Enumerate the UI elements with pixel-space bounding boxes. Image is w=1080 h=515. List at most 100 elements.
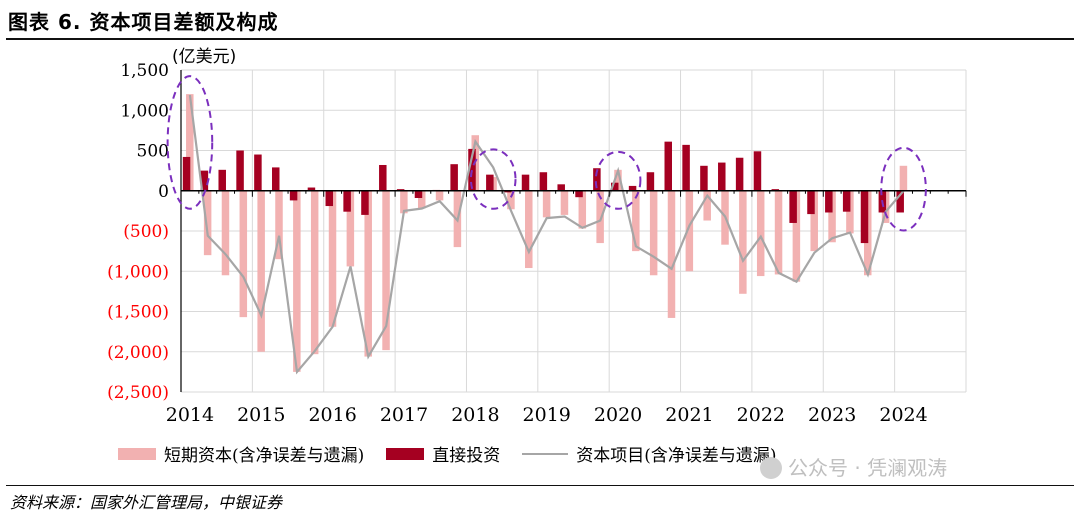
legend-label-fdi: 直接投资 xyxy=(432,446,501,466)
x-tick-label: 2019 xyxy=(523,404,571,426)
bar-direct-investment xyxy=(646,172,655,191)
bar-direct-investment xyxy=(753,151,762,191)
bar-short-term-capital xyxy=(614,169,622,191)
bar-direct-investment xyxy=(468,148,476,191)
legend-item-capital-account: 资本项目(含净误差与遗漏) xyxy=(522,441,777,466)
bar-direct-investment xyxy=(628,185,637,191)
bar-direct-investment xyxy=(396,189,405,191)
bar-direct-investment xyxy=(343,190,351,212)
legend-item-fdi: 直接投资 xyxy=(386,441,500,466)
x-tick-label: 2018 xyxy=(451,404,499,426)
highlight-ellipse xyxy=(880,146,927,232)
x-tick-label: 2015 xyxy=(237,404,285,426)
bar-direct-investment xyxy=(807,190,815,215)
legend-swatch-short-term xyxy=(118,447,156,460)
bar-direct-investment xyxy=(486,174,494,191)
bar-direct-investment xyxy=(735,157,744,191)
legend-swatch-fdi xyxy=(386,447,425,460)
bar-direct-investment xyxy=(254,154,262,191)
bar-short-term-capital xyxy=(596,190,604,244)
x-tick-label: 2020 xyxy=(594,404,642,426)
bar-direct-investment xyxy=(575,190,583,198)
bar-short-term-capital xyxy=(310,190,319,355)
bar-short-term-capital xyxy=(275,190,283,260)
bar-short-term-capital xyxy=(417,190,426,209)
bar-direct-investment xyxy=(379,164,387,191)
wechat-icon xyxy=(760,457,782,479)
chart-title: 图表 6. 资本项目差额及构成 xyxy=(8,10,279,34)
bar-short-term-capital xyxy=(400,190,408,214)
title-rule xyxy=(6,38,1074,40)
bar-direct-investment xyxy=(789,190,797,223)
bar-direct-investment xyxy=(414,190,423,198)
bar-direct-investment xyxy=(539,172,548,191)
bar-short-term-capital xyxy=(293,190,301,372)
x-tick-label: 2021 xyxy=(665,404,713,426)
bar-short-term-capital xyxy=(525,190,533,269)
bar-short-term-capital xyxy=(649,190,658,276)
bar-direct-investment xyxy=(593,168,601,191)
legend-swatch-capital-account xyxy=(522,452,569,455)
y-tick-label: (1,500) xyxy=(107,303,169,323)
bar-direct-investment xyxy=(610,182,619,191)
bar-direct-investment xyxy=(700,165,708,191)
legend-item-short-term-capital: 短期资本(含净误差与遗漏) xyxy=(118,441,364,466)
y-tick-label: (500) xyxy=(123,222,169,242)
bar-direct-investment xyxy=(307,187,316,191)
y-tick-label: (1,000) xyxy=(107,262,169,282)
bar-short-term-capital xyxy=(328,190,337,327)
bar-direct-investment xyxy=(272,167,280,191)
bar-short-term-capital xyxy=(346,190,355,267)
y-tick-label: 1,000 xyxy=(120,101,169,121)
highlight-ellipse xyxy=(469,148,517,210)
bar-short-term-capital xyxy=(685,190,694,272)
bar-direct-investment xyxy=(450,164,458,191)
bar-short-term-capital xyxy=(632,190,640,252)
source-note: 资料来源：国家外汇管理局，中银证券 xyxy=(10,493,283,512)
bar-short-term-capital xyxy=(846,190,854,234)
bar-short-term-capital xyxy=(703,190,711,221)
y-tick-label: (2,000) xyxy=(107,343,169,363)
bar-direct-investment xyxy=(842,190,851,212)
bar-short-term-capital xyxy=(542,190,551,218)
bar-short-term-capital xyxy=(774,190,783,275)
bar-direct-investment xyxy=(325,190,334,207)
bar-direct-investment xyxy=(218,169,226,191)
bar-direct-investment xyxy=(557,184,565,191)
bar-short-term-capital xyxy=(364,190,372,357)
x-tick-label: 2014 xyxy=(166,404,214,426)
bar-short-term-capital xyxy=(578,190,587,229)
y-tick-label: 0 xyxy=(158,182,169,202)
bar-direct-investment xyxy=(664,141,672,191)
bar-direct-investment xyxy=(503,190,512,193)
bar-short-term-capital xyxy=(828,190,836,243)
watermark: 公众号 · 凭澜观涛 xyxy=(760,452,947,481)
bar-short-term-capital xyxy=(756,190,765,277)
bar-direct-investment xyxy=(361,190,369,215)
bar-direct-investment xyxy=(896,190,904,213)
x-tick-label: 2017 xyxy=(380,404,428,426)
x-tick-label: 2023 xyxy=(808,404,856,426)
x-tick-label: 2024 xyxy=(879,404,927,426)
chart-canvas: 1,500 1,000 500 0 (500) (1,000) (1,500) (2,000)… xyxy=(107,47,967,426)
bar-direct-investment xyxy=(521,174,530,191)
bar-direct-investment xyxy=(200,170,209,191)
bar-short-term-capital xyxy=(792,190,801,282)
bar-direct-investment xyxy=(771,189,780,191)
highlight-ellipse xyxy=(166,75,214,210)
bar-direct-investment xyxy=(825,190,833,213)
legend-label-short-term: 短期资本(含净误差与遗漏) xyxy=(164,446,365,466)
y-tick-label: (2,500) xyxy=(107,383,169,403)
legend-label-capital-account: 资本项目(含净误差与遗漏) xyxy=(576,446,777,466)
bar-short-term-capital xyxy=(186,94,194,191)
bar-direct-investment xyxy=(718,162,726,191)
bar-short-term-capital xyxy=(739,190,747,294)
y-tick-label: 1,500 xyxy=(120,61,169,81)
bar-short-term-capital xyxy=(899,165,908,191)
line-capital-account xyxy=(188,94,905,375)
chart-legend: 短期资本(含净误差与遗漏) 直接投资 资本项目(含净误差与遗漏) xyxy=(118,441,799,466)
bar-direct-investment xyxy=(289,190,298,201)
bar-short-term-capital xyxy=(667,190,676,318)
x-tick-label: 2016 xyxy=(308,404,356,426)
footer-rule xyxy=(6,485,1074,486)
